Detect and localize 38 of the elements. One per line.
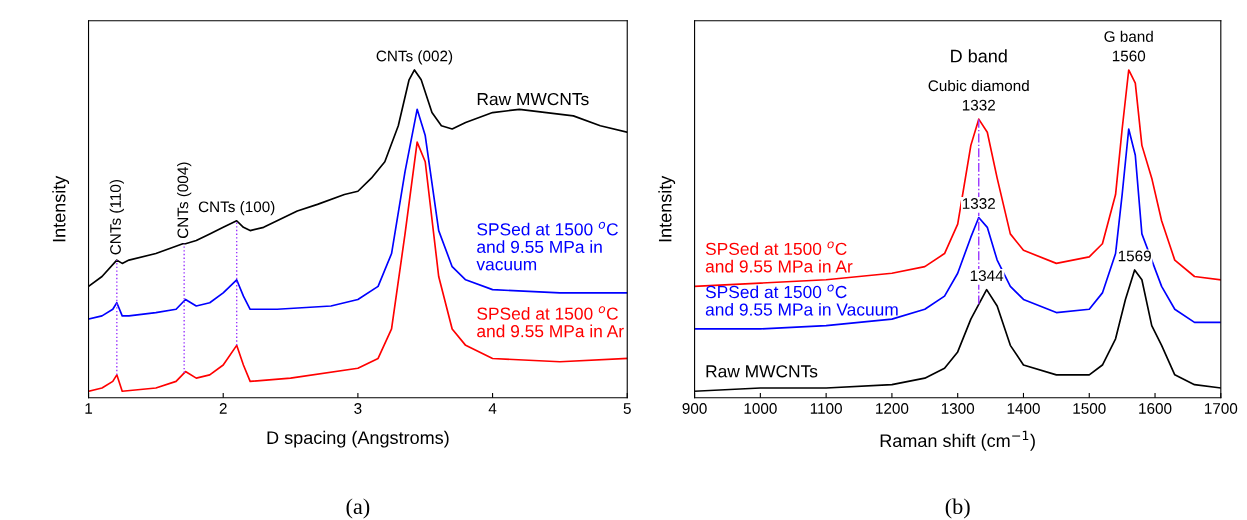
series-label: SPSed at 1500 $^{o}$C and 9.55 MPa in Vacuum <box>705 284 898 316</box>
x-tick-label: 1400 <box>1007 403 1040 414</box>
x-tick-label: 1300 <box>941 403 975 414</box>
x-tick-label: 5 <box>623 403 631 414</box>
series-label: Raw MWCNTs <box>706 365 818 378</box>
x-axis-title: Raman shift (cm$^{−1}$) <box>880 430 1035 451</box>
x-tick-label: 1200 <box>876 403 909 414</box>
x-tick-label: 900 <box>682 403 707 414</box>
x-tick-label: 1700 <box>1204 403 1238 414</box>
x-tick-label: 1 <box>85 403 93 414</box>
x-tick-label: 1000 <box>744 403 777 414</box>
x-axis-title: D spacing (Angstroms) <box>267 430 449 448</box>
x-tick-label: 1100 <box>810 403 842 414</box>
x-tick-label: 1600 <box>1139 403 1172 414</box>
annotation: 1332 <box>962 99 995 111</box>
annotation: G band <box>1104 30 1153 42</box>
series-label: SPSed at 1500 $^{o}$C and 9.55 MPa in Ar <box>705 241 853 273</box>
ref-line-label: CNTs (004) <box>177 162 192 239</box>
annotation: CNTs (100) <box>198 200 275 216</box>
x-tick-label: 3 <box>354 403 362 414</box>
annotation: 1332 <box>962 198 995 209</box>
text: (b) <box>945 498 970 519</box>
series-label: SPSed at 1500 $^{o}$C and 9.55 MPa in Ar <box>477 306 624 338</box>
x-tick-label: 1500 <box>1073 403 1106 414</box>
series-label: Raw MWCNTs <box>477 92 589 106</box>
y-axis-title: Intensity <box>658 175 676 242</box>
ref-line-label: CNTs (110) <box>109 180 124 255</box>
series-label: SPSed at 1500 $^{o}$C and 9.55 MPa in vacuum <box>476 221 618 271</box>
annotation: Cubic diamond <box>928 79 1029 92</box>
text: (a) <box>346 498 370 519</box>
annotation: CNTs (002) <box>376 50 453 65</box>
x-tick-label: 4 <box>488 403 497 414</box>
x-tick-label: 2 <box>219 403 227 414</box>
annotation: 1569 <box>1118 250 1151 262</box>
annotation: 1560 <box>1112 50 1146 62</box>
y-axis-title: Intensity <box>52 175 70 242</box>
text: D band <box>951 49 1007 63</box>
annotation: 1344 <box>970 270 1004 282</box>
